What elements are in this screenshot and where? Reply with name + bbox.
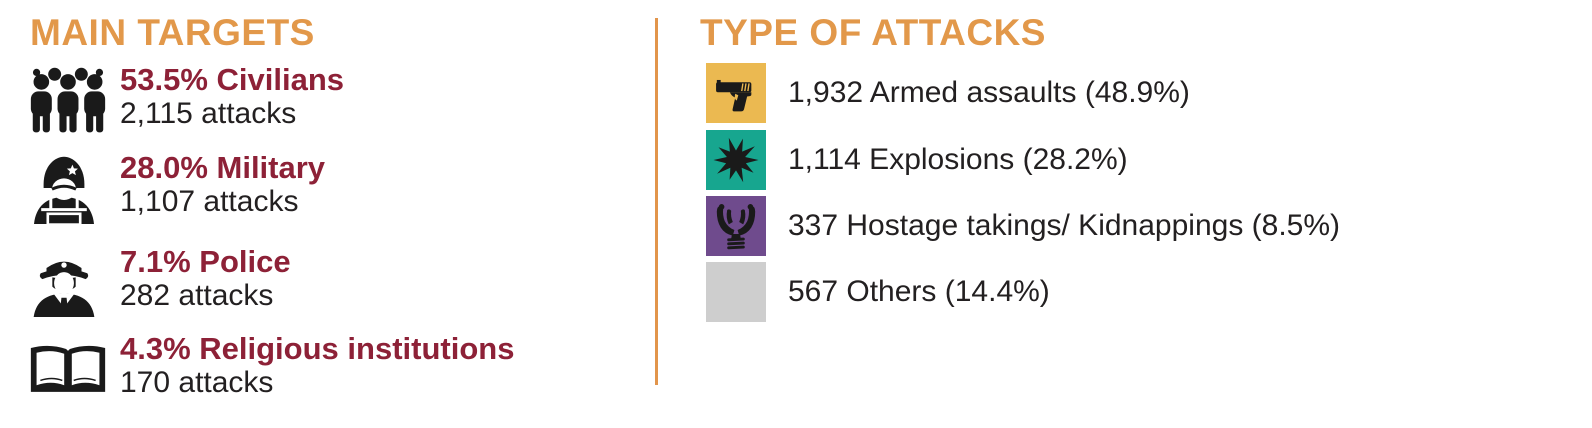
explosion-icon [706, 130, 766, 190]
armed-assaults-label: 1,932 Armed assaults (48.9%) [788, 76, 1190, 109]
soldier-icon [28, 150, 118, 226]
religious-percent-label: 4.3% Religious institutions [120, 331, 515, 366]
police-attacks-count: 282 attacks [120, 279, 274, 312]
others-label: 567 Others (14.4%) [788, 275, 1050, 308]
open-book-icon [28, 331, 118, 407]
attack-row-hostage: 337 Hostage takings/ Kidnappings (8.5%) [706, 196, 1340, 256]
civilians-percent-label: 53.5% Civilians [120, 62, 345, 97]
target-row-religious: 4.3% Religious institutions 170 attacks [28, 331, 514, 407]
target-row-civilians: 53.5% Civilians 2,115 attacks [28, 62, 344, 138]
police-percent-label: 7.1% Police [120, 244, 291, 279]
target-row-police: 7.1% Police 282 attacks [28, 244, 291, 320]
crowd-icon [28, 62, 118, 138]
section-divider [655, 18, 658, 385]
explosions-label: 1,114 Explosions (28.2%) [788, 143, 1128, 176]
attack-row-armed-assaults: 1,932 Armed assaults (48.9%) [706, 63, 1190, 123]
target-row-military: 28.0% Military 1,107 attacks [28, 150, 325, 226]
military-percent-label: 28.0% Military [120, 150, 326, 185]
religious-attacks-count: 170 attacks [120, 366, 274, 399]
type-of-attacks-title: TYPE OF ATTACKS [700, 12, 1046, 53]
handgun-icon [706, 63, 766, 123]
attack-row-others: 567 Others (14.4%) [706, 262, 1050, 322]
attack-row-explosions: 1,114 Explosions (28.2%) [706, 130, 1128, 190]
main-targets-title: MAIN TARGETS [30, 12, 315, 53]
bound-hands-icon [706, 196, 766, 256]
civilians-attacks-count: 2,115 attacks [120, 97, 297, 130]
police-officer-icon [28, 244, 118, 320]
hostage-label: 337 Hostage takings/ Kidnappings (8.5%) [788, 209, 1341, 242]
others-tile [706, 262, 766, 322]
military-attacks-count: 1,107 attacks [120, 185, 299, 218]
